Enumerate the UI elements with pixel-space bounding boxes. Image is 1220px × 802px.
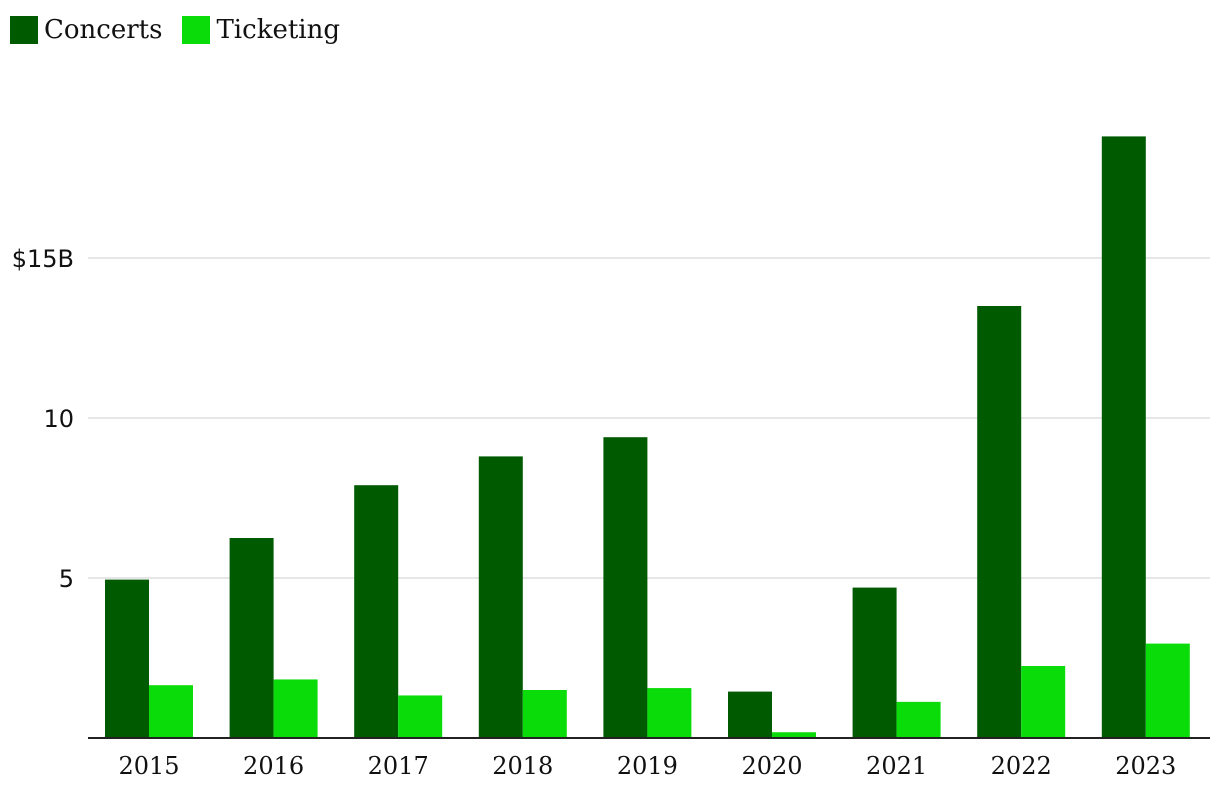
bar-concerts-2018 <box>478 456 523 738</box>
bar-ticketing-2018 <box>522 690 567 738</box>
x-tick-label: 2020 <box>741 752 802 780</box>
bar-ticketing-2016 <box>273 679 318 738</box>
x-tick-label: 2022 <box>991 752 1052 780</box>
bar-ticketing-2019 <box>647 688 692 738</box>
y-tick-label: 5 <box>59 565 74 593</box>
chart-legend: Concerts Ticketing <box>10 12 360 48</box>
bar-concerts-2020 <box>728 691 772 738</box>
y-tick-label: 10 <box>43 405 74 433</box>
bar-concerts-2021 <box>852 587 897 738</box>
legend-label-concerts: Concerts <box>44 15 163 45</box>
x-tick-label: 2015 <box>118 752 179 780</box>
legend-label-ticketing: Ticketing <box>216 15 340 45</box>
legend-swatch-ticketing <box>182 16 211 44</box>
legend-item-ticketing: Ticketing <box>182 16 340 44</box>
bar-concerts-2022 <box>977 306 1022 738</box>
x-tick-label: 2019 <box>617 752 678 780</box>
bar-ticketing-2020 <box>772 732 816 738</box>
legend-swatch-concerts <box>10 16 38 44</box>
x-tick-label: 2016 <box>243 752 304 780</box>
bar-ticketing-2021 <box>896 701 941 738</box>
bar-concerts-2017 <box>354 485 399 738</box>
bar-concerts-2019 <box>603 437 648 738</box>
legend-item-concerts: Concerts <box>10 16 162 44</box>
bar-ticketing-2023 <box>1145 643 1190 738</box>
x-tick-label: 2017 <box>368 752 429 780</box>
bar-ticketing-2022 <box>1021 666 1066 738</box>
x-tick-label: 2023 <box>1115 752 1176 780</box>
y-tick-label: $15B <box>12 245 74 273</box>
x-tick-label: 2018 <box>492 752 553 780</box>
x-tick-label: 2021 <box>866 752 927 780</box>
bar-concerts-2023 <box>1101 136 1146 738</box>
bar-concerts-2016 <box>229 538 274 738</box>
bar-ticketing-2015 <box>149 685 193 738</box>
bar-concerts-2015 <box>105 579 149 738</box>
bar-ticketing-2017 <box>398 695 443 738</box>
